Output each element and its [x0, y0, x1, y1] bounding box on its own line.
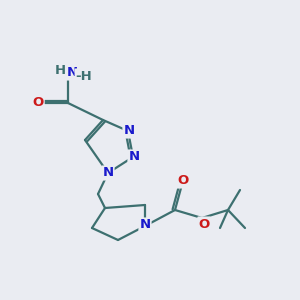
Text: N: N	[140, 218, 151, 232]
Text: N: N	[102, 167, 114, 179]
Text: N: N	[123, 124, 135, 137]
Text: O: O	[177, 175, 189, 188]
Text: H: H	[54, 64, 66, 76]
Text: N: N	[66, 67, 78, 80]
Text: -H: -H	[76, 70, 92, 83]
Text: N: N	[128, 151, 140, 164]
Text: O: O	[198, 218, 210, 230]
Text: O: O	[32, 97, 44, 110]
